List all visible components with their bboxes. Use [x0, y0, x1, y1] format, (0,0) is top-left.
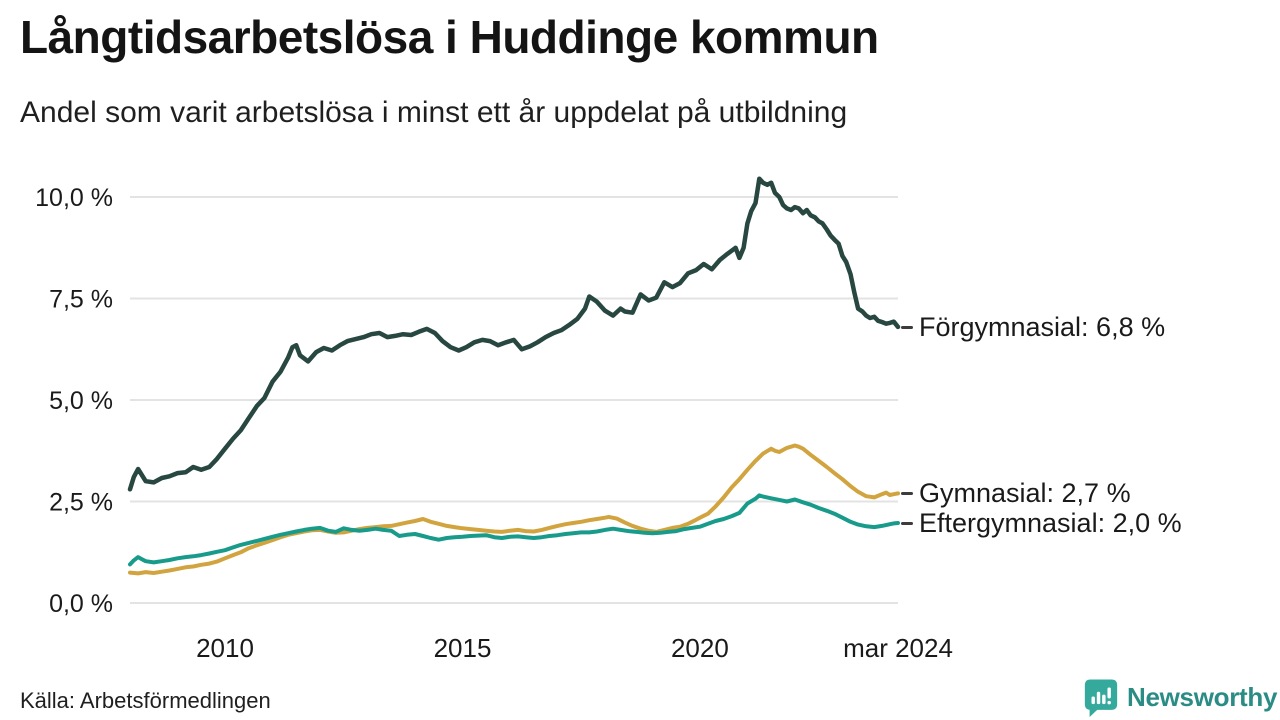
- series-line-eftergymnasial: [128, 493, 900, 567]
- page-title: Långtidsarbetslösa i Huddinge kommun: [20, 11, 879, 63]
- brand-name: Newsworthy: [1127, 682, 1278, 712]
- newsworthy-logo: Newsworthy: [1082, 677, 1277, 718]
- y-axis-tick-label: 2,5 %: [49, 489, 113, 517]
- y-axis-tick-label: 0,0 %: [49, 590, 113, 618]
- line-chart: 10,0 % 7,5 % 5,0 % 2,5 % 0,0 % 2010 2015 2020 ma…: [0, 160, 1280, 680]
- y-axis-tick-label: 10,0 %: [35, 184, 113, 212]
- page-subtitle: Andel som varit arbetslösa i minst ett å…: [20, 96, 848, 129]
- series-line-gymnasial: [128, 443, 900, 576]
- y-axis-tick-label: 5,0 %: [49, 387, 113, 415]
- x-axis-tick-label: 2010: [196, 633, 254, 663]
- series-line-förgymnasial: [127, 176, 901, 492]
- x-axis-tick-label: 2020: [671, 633, 729, 663]
- chart-canvas: 10,0 % 7,5 % 5,0 % 2,5 % 0,0 % 2010 2015 2020 ma…: [35, 176, 953, 663]
- x-axis-tick-label: 2015: [434, 633, 492, 663]
- x-axis-tick-label: mar 2024: [843, 633, 953, 663]
- newsworthy-bubble-chart-icon: [1084, 679, 1118, 717]
- y-axis-tick-label: 7,5 %: [49, 286, 113, 314]
- source-note: Källa: Arbetsförmedlingen: [20, 688, 271, 713]
